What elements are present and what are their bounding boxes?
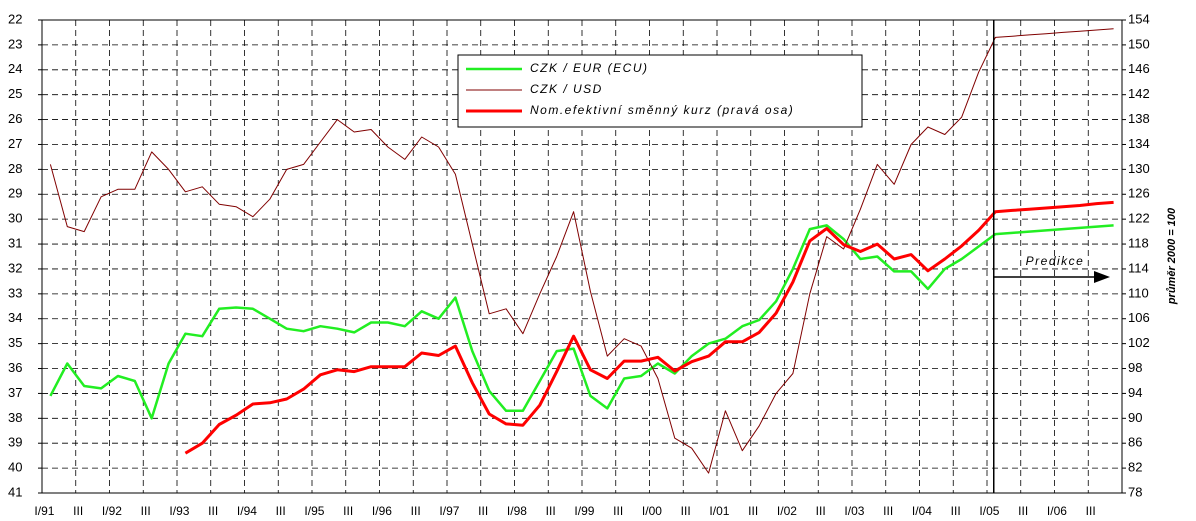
x-tick-label: I/93 — [169, 504, 189, 518]
y2-tick-label: 142 — [1128, 86, 1150, 101]
y-tick-label: 39 — [8, 435, 22, 450]
y-tick-label: 24 — [8, 61, 22, 76]
y2-tick-label: 138 — [1128, 111, 1150, 126]
legend-label: CZK / USD — [530, 82, 603, 96]
y-tick-label: 25 — [8, 86, 22, 101]
y-tick-label: 38 — [8, 410, 22, 425]
y2-tick-label: 98 — [1128, 360, 1142, 375]
x-tick-label: I/06 — [1047, 504, 1067, 518]
x-tick-label: III — [883, 504, 893, 518]
x-tick-label: III — [613, 504, 623, 518]
y-tick-label: 22 — [8, 11, 22, 26]
legend-label: Nom.efektivní směnný kurz (pravá osa) — [530, 103, 794, 117]
y2-tick-label: 118 — [1128, 235, 1149, 250]
x-tick-label: I/99 — [574, 504, 594, 518]
y2-tick-label: 102 — [1128, 335, 1150, 350]
y-tick-label: 41 — [8, 484, 22, 499]
y2-tick-label: 146 — [1128, 61, 1150, 76]
annotation-arrowhead — [1094, 271, 1110, 283]
y2-tick-label: 126 — [1128, 186, 1150, 201]
x-tick-label: I/95 — [304, 504, 324, 518]
x-tick-label: III — [748, 504, 758, 518]
y2-tick-label: 134 — [1128, 136, 1150, 151]
x-tick-label: I/02 — [777, 504, 797, 518]
y2-tick-label: 122 — [1128, 211, 1150, 226]
x-tick-label: III — [276, 504, 286, 518]
series-line — [49, 28, 1114, 474]
y2-tick-label: 82 — [1128, 460, 1142, 475]
y-tick-label: 34 — [8, 310, 22, 325]
x-tick-label: III — [73, 504, 83, 518]
y2-tick-label: 78 — [1128, 484, 1142, 499]
y-tick-label: 35 — [8, 335, 22, 350]
series-line — [49, 224, 1114, 420]
x-tick-label: I/04 — [912, 504, 932, 518]
x-tick-label: III — [681, 504, 691, 518]
y2-tick-label: 154 — [1128, 11, 1150, 26]
y-tick-label: 33 — [8, 285, 22, 300]
x-tick-label: I/03 — [844, 504, 864, 518]
x-tick-label: I/01 — [709, 504, 729, 518]
y-tick-label: 40 — [8, 460, 22, 475]
series-line — [184, 200, 1114, 455]
y2-tick-label: 106 — [1128, 310, 1150, 325]
y2-tick-label: 114 — [1128, 260, 1149, 275]
x-tick-label: I/96 — [372, 504, 392, 518]
y2-tick-label: 110 — [1128, 285, 1149, 300]
x-tick-label: III — [951, 504, 961, 518]
y-tick-label: 23 — [8, 36, 22, 51]
x-tick-label: III — [208, 504, 218, 518]
y2-tick-label: 150 — [1128, 36, 1150, 51]
y2-tick-label: 90 — [1128, 410, 1142, 425]
legend-box — [457, 54, 863, 128]
x-tick-label: III — [816, 504, 826, 518]
x-tick-label: III — [141, 504, 151, 518]
y-tick-label: 27 — [8, 136, 22, 151]
y-tick-label: 29 — [8, 186, 22, 201]
x-tick-label: III — [1018, 504, 1028, 518]
annotation: Predikce — [1026, 254, 1085, 268]
y2-tick-label: 94 — [1128, 385, 1142, 400]
x-tick-label: I/05 — [979, 504, 999, 518]
x-tick-label: I/94 — [237, 504, 257, 518]
x-tick-label: III — [1086, 504, 1096, 518]
x-tick-label: III — [343, 504, 353, 518]
x-tick-label: I/91 — [34, 504, 54, 518]
y-tick-label: 32 — [8, 260, 22, 275]
legend-label: CZK / EUR (ECU) — [530, 61, 649, 75]
x-tick-label: III — [411, 504, 421, 518]
y2-axis-label: průměr 2000 = 100 — [1166, 207, 1178, 305]
x-tick-label: III — [478, 504, 488, 518]
x-tick-label: III — [546, 504, 556, 518]
y-tick-label: 28 — [8, 161, 22, 176]
y-tick-label: 31 — [8, 235, 22, 250]
x-tick-label: I/98 — [507, 504, 527, 518]
y2-tick-label: 130 — [1128, 161, 1150, 176]
y-tick-label: 26 — [8, 111, 22, 126]
x-tick-label: I/00 — [642, 504, 662, 518]
y-tick-label: 30 — [8, 211, 22, 226]
y2-tick-label: 86 — [1128, 435, 1142, 450]
x-tick-label: I/97 — [439, 504, 459, 518]
y-tick-label: 36 — [8, 360, 22, 375]
x-tick-label: I/92 — [102, 504, 122, 518]
y-tick-label: 37 — [8, 385, 22, 400]
